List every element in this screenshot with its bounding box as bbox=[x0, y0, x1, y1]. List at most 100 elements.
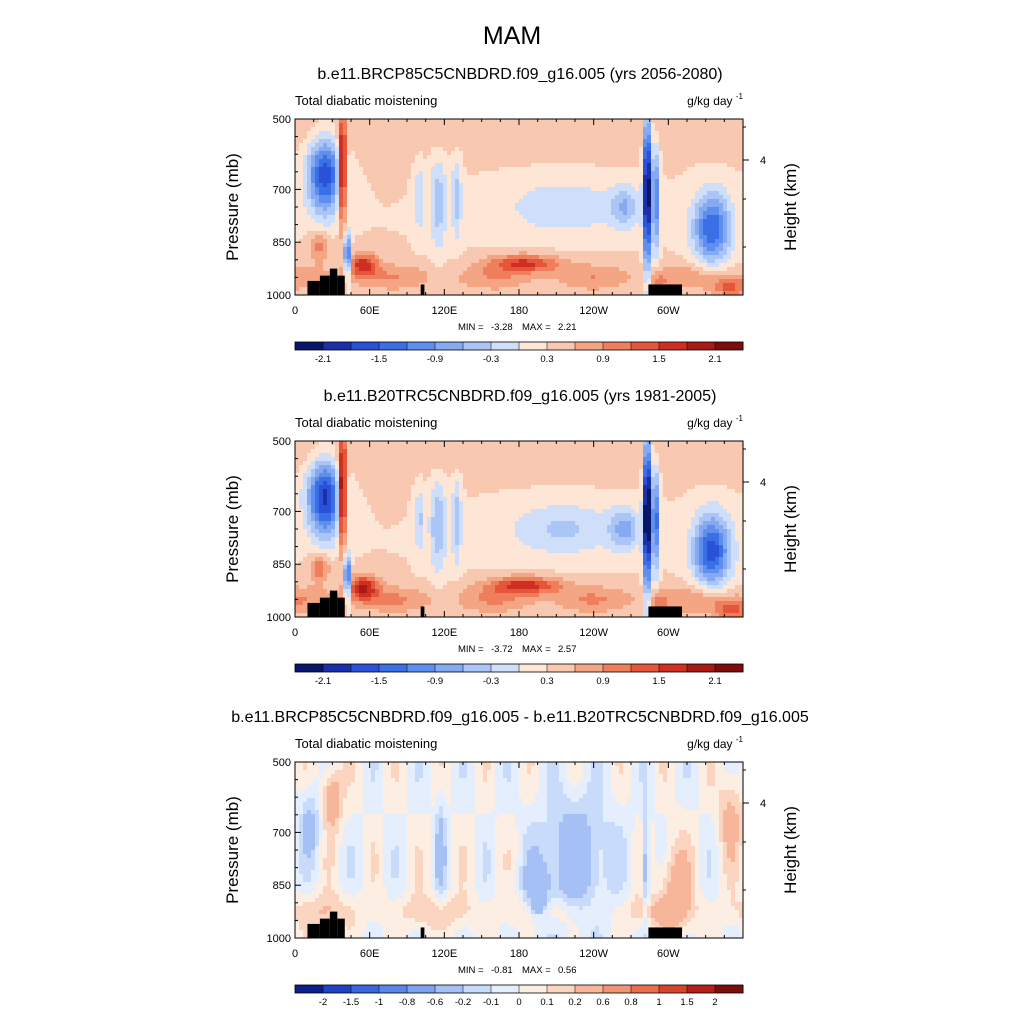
heatmap-cell bbox=[339, 219, 344, 224]
heatmap-cell bbox=[399, 255, 404, 260]
heatmap-cell bbox=[559, 271, 564, 276]
heatmap-cell bbox=[711, 163, 716, 168]
heatmap-cell bbox=[567, 259, 572, 264]
heatmap-cell bbox=[459, 279, 464, 284]
heatmap-cell bbox=[643, 143, 648, 148]
heatmap-cell bbox=[683, 123, 688, 128]
heatmap-cell bbox=[699, 219, 704, 224]
heatmap-cell bbox=[611, 263, 616, 268]
heatmap-cell bbox=[355, 239, 360, 244]
heatmap-cell bbox=[631, 239, 636, 244]
heatmap-cell bbox=[335, 191, 340, 196]
heatmap-cell bbox=[487, 251, 492, 256]
heatmap-cell bbox=[407, 211, 412, 216]
heatmap-cell bbox=[655, 187, 660, 192]
heatmap-cell bbox=[579, 283, 584, 288]
heatmap-cell bbox=[635, 219, 640, 224]
heatmap-cell bbox=[603, 207, 608, 212]
heatmap-cell bbox=[575, 199, 580, 204]
heatmap-cell bbox=[367, 247, 372, 252]
heatmap-cell bbox=[403, 183, 408, 188]
heatmap-cell bbox=[723, 135, 728, 140]
heatmap-cell bbox=[583, 127, 588, 132]
heatmap-cell bbox=[407, 263, 412, 268]
heatmap-cell bbox=[571, 247, 576, 252]
heatmap-cell bbox=[727, 195, 732, 200]
heatmap-cell bbox=[439, 127, 444, 132]
heatmap-cell bbox=[647, 203, 652, 208]
heatmap-cell bbox=[607, 183, 612, 188]
heatmap-cell bbox=[703, 167, 708, 172]
heatmap-cell bbox=[439, 243, 444, 248]
heatmap-cell bbox=[523, 171, 528, 176]
heatmap-cell bbox=[651, 275, 656, 280]
heatmap-cell bbox=[547, 199, 552, 204]
heatmap-cell bbox=[563, 207, 568, 212]
heatmap-cell bbox=[391, 123, 396, 128]
heatmap-cell bbox=[631, 255, 636, 260]
heatmap-cell bbox=[711, 283, 716, 288]
heatmap-cell bbox=[631, 195, 636, 200]
heatmap-cell bbox=[443, 259, 448, 264]
heatmap-cell bbox=[415, 279, 420, 284]
heatmap-cell bbox=[475, 183, 480, 188]
heatmap-cell bbox=[607, 275, 612, 280]
heatmap-cell bbox=[375, 271, 380, 276]
heatmap-cell bbox=[535, 227, 540, 232]
heatmap-cell bbox=[379, 215, 384, 220]
heatmap-cell bbox=[575, 275, 580, 280]
heatmap-cell bbox=[411, 255, 416, 260]
heatmap-cell bbox=[575, 259, 580, 264]
heatmap-cell bbox=[339, 207, 344, 212]
heatmap-cell bbox=[463, 155, 468, 160]
heatmap-cell bbox=[431, 195, 436, 200]
heatmap-cell bbox=[675, 131, 680, 136]
heatmap-cell bbox=[355, 263, 360, 268]
heatmap-cell bbox=[703, 175, 708, 180]
heatmap-cell bbox=[711, 211, 716, 216]
heatmap-cell bbox=[719, 151, 724, 156]
heatmap-cell bbox=[503, 263, 508, 268]
heatmap-cell bbox=[595, 127, 600, 132]
heatmap-cell bbox=[447, 215, 452, 220]
heatmap-cell bbox=[619, 227, 624, 232]
heatmap-cell bbox=[711, 147, 716, 152]
heatmap-cell bbox=[383, 259, 388, 264]
heatmap-cell bbox=[511, 275, 516, 280]
heatmap-cell bbox=[623, 151, 628, 156]
heatmap-cell bbox=[731, 259, 736, 264]
heatmap-cell bbox=[431, 171, 436, 176]
heatmap-cell bbox=[607, 211, 612, 216]
heatmap-cell bbox=[731, 127, 736, 132]
heatmap-cell bbox=[663, 123, 668, 128]
heatmap-cell bbox=[567, 199, 572, 204]
heatmap-cell bbox=[463, 139, 468, 144]
heatmap-cell bbox=[515, 239, 520, 244]
heatmap-cell bbox=[711, 203, 716, 208]
heatmap-cell bbox=[687, 199, 692, 204]
heatmap-cell bbox=[507, 123, 512, 128]
heatmap-cell bbox=[383, 127, 388, 132]
heatmap-cell bbox=[595, 283, 600, 288]
heatmap-cell bbox=[567, 119, 572, 124]
heatmap-cell bbox=[555, 159, 560, 164]
heatmap-cell bbox=[303, 179, 308, 184]
heatmap-cell bbox=[671, 259, 676, 264]
heatmap-cell bbox=[727, 227, 732, 232]
heatmap-cell bbox=[479, 275, 484, 280]
heatmap-cell bbox=[327, 199, 332, 204]
heatmap-cell bbox=[523, 119, 528, 124]
heatmap-cell bbox=[719, 187, 724, 192]
heatmap-cell bbox=[619, 207, 624, 212]
heatmap-cell bbox=[495, 199, 500, 204]
heatmap-cell bbox=[623, 263, 628, 268]
heatmap-cell bbox=[627, 279, 632, 284]
heatmap-cell bbox=[643, 279, 648, 284]
heatmap-cell bbox=[563, 259, 568, 264]
heatmap-cell bbox=[399, 135, 404, 140]
heatmap-cell bbox=[587, 267, 592, 272]
heatmap-cell bbox=[715, 255, 720, 260]
heatmap-cell bbox=[435, 191, 440, 196]
heatmap-cell bbox=[543, 287, 548, 292]
heatmap-cell bbox=[315, 139, 320, 144]
